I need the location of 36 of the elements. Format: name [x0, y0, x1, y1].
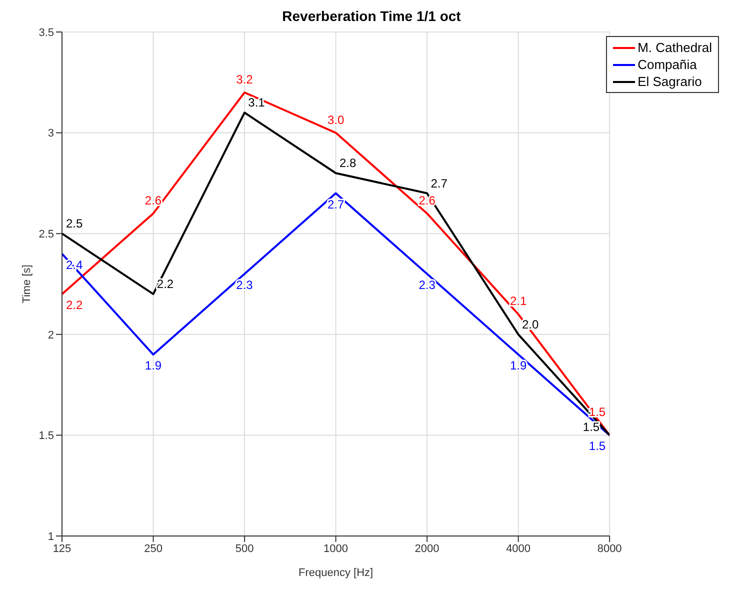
y-tick-label: 2.5 [38, 228, 54, 241]
legend-label: Compañia [638, 56, 697, 73]
data-label: 2.7 [327, 197, 344, 212]
x-tick-label: 250 [144, 542, 162, 555]
data-label: 1.9 [510, 358, 527, 373]
y-tick-label: 3.5 [38, 26, 54, 39]
y-tick-label: 3 [48, 128, 54, 140]
data-label: 3.1 [248, 96, 266, 110]
legend-label: El Sagrario [638, 73, 702, 90]
data-label: 2.2 [66, 298, 84, 312]
y-tick-label: 1 [48, 530, 54, 543]
data-label: 2.3 [418, 278, 436, 292]
x-tick-label: 1000 [324, 542, 348, 555]
chart-title: Reverberation Time 1/1 oct [281, 8, 462, 26]
x-axis-title: Frequency [Hz] [298, 567, 374, 579]
x-tick-label: 4000 [506, 542, 531, 555]
data-label: 3.2 [236, 72, 254, 86]
data-label: 2.8 [339, 156, 356, 170]
x-tick-label: 500 [235, 542, 254, 555]
x-tick-label: 125 [52, 542, 72, 555]
x-tick-label: 2000 [414, 542, 440, 555]
data-label: 2.1 [510, 294, 527, 308]
data-label: 1.5 [582, 420, 600, 434]
data-label: 2.5 [66, 216, 84, 231]
y-tick-label: 1.5 [38, 430, 54, 442]
data-label: 2.7 [430, 176, 448, 190]
data-label: 2.3 [236, 278, 254, 292]
data-label: 2.6 [144, 193, 162, 208]
y-tick-label: 2 [48, 329, 54, 342]
y-axis-title: Time [s] [20, 264, 33, 304]
data-label: 1.9 [144, 358, 162, 373]
x-tick-label: 8000 [597, 542, 622, 555]
line-series [62, 192, 610, 436]
legend-label: M. Cathedral [638, 39, 712, 56]
data-label: 1.5 [588, 439, 606, 454]
data-label: 3.0 [327, 112, 344, 127]
